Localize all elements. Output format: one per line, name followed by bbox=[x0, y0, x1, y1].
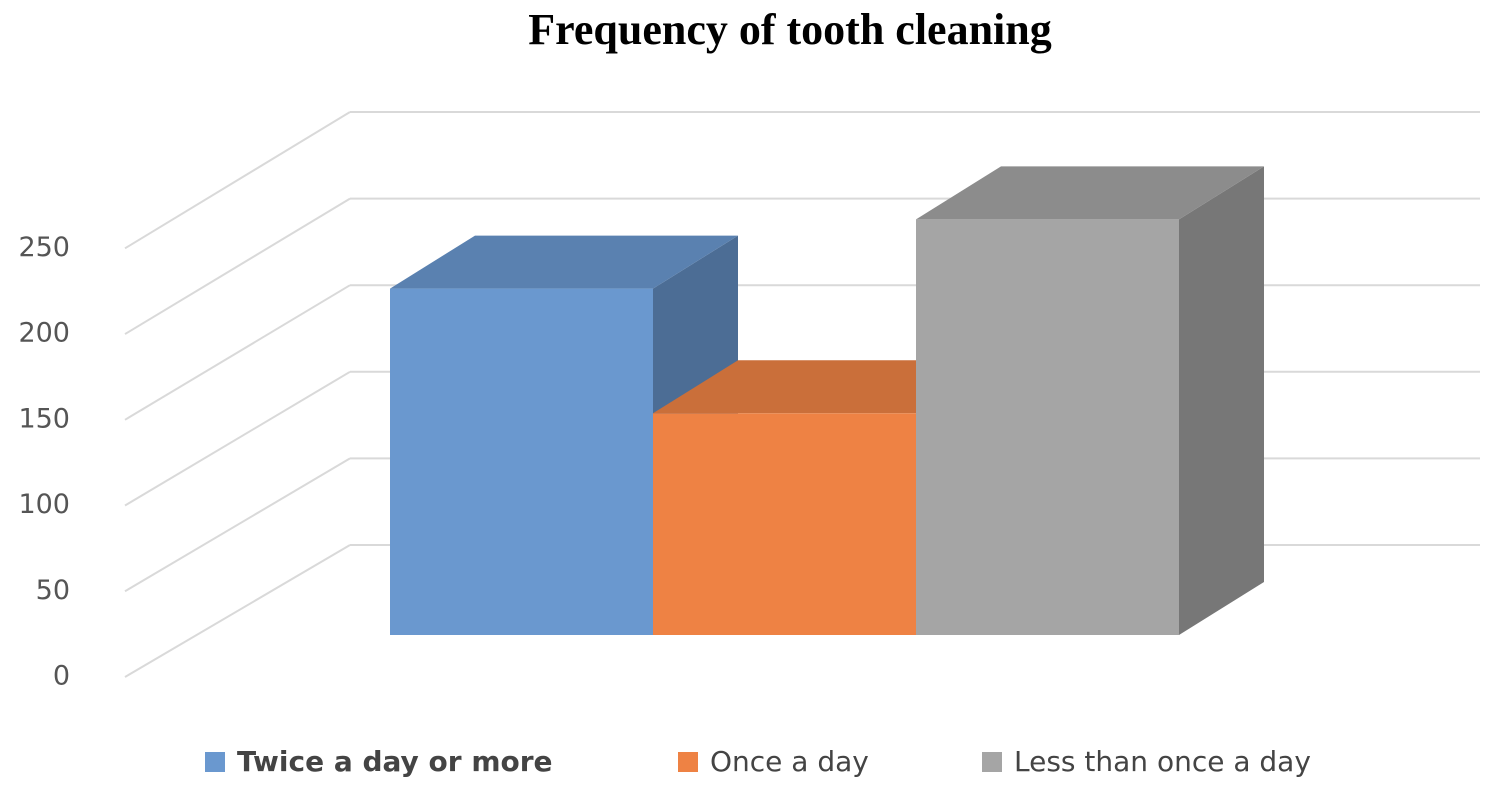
y-tick-label: 250 bbox=[18, 232, 70, 263]
chart-title: Frequency of tooth cleaning bbox=[528, 5, 1052, 54]
grid-line-side bbox=[124, 284, 351, 421]
grid-line-side bbox=[124, 370, 351, 507]
grid-line-side bbox=[124, 197, 351, 335]
legend-swatch bbox=[982, 752, 1002, 772]
grid-line-side bbox=[124, 111, 351, 250]
y-tick-label: 0 bbox=[53, 661, 70, 692]
bar-top bbox=[390, 235, 738, 289]
y-tick-label: 50 bbox=[36, 575, 70, 606]
bar bbox=[390, 288, 653, 635]
bar-top bbox=[916, 166, 1264, 220]
legend-label: Once a day bbox=[710, 745, 869, 778]
bar-top bbox=[653, 360, 1001, 414]
legend-label: Twice a day or more bbox=[237, 745, 553, 778]
bar bbox=[653, 413, 916, 635]
grid-line-side bbox=[124, 544, 351, 678]
grid-line-side bbox=[124, 457, 351, 593]
y-tick-label: 150 bbox=[18, 403, 70, 434]
y-tick-label: 200 bbox=[18, 318, 70, 349]
legend-label: Less than once a day bbox=[1014, 745, 1311, 778]
y-tick-label: 100 bbox=[18, 489, 70, 520]
legend-swatch bbox=[678, 752, 698, 772]
bar bbox=[916, 219, 1179, 635]
legend-swatch bbox=[205, 752, 225, 772]
bar-side bbox=[1179, 166, 1264, 635]
